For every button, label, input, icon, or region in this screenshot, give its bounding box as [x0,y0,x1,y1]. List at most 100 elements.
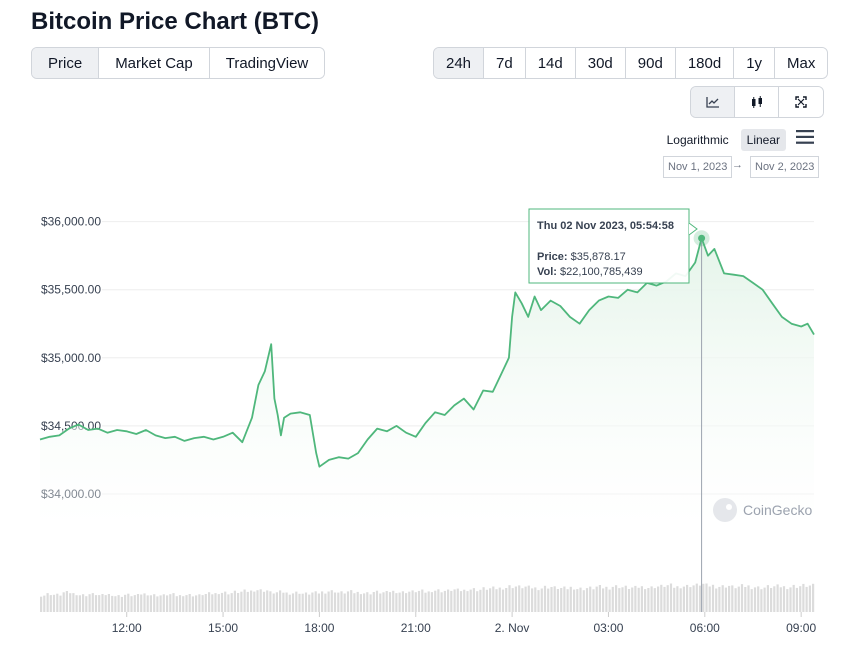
volume-bar [657,586,660,612]
volume-bar [640,586,643,612]
tab-price[interactable]: Price [32,48,100,78]
volume-bar [133,595,136,612]
line-chart-button[interactable] [691,87,735,117]
volume-bar [324,593,327,612]
scale-linear[interactable]: Linear [740,129,786,151]
tab-market-cap[interactable]: Market Cap [99,48,210,78]
date-to-input[interactable]: Nov 2, 2023 [750,156,820,178]
range-1y[interactable]: 1y [734,48,776,78]
volume-bar [456,588,459,612]
volume-bar [615,585,618,612]
volume-bar [317,593,320,612]
volume-bar [208,592,211,612]
volume-bar [795,587,798,612]
volume-bar [72,593,75,612]
volume-bar [766,585,769,612]
volume-bar [343,593,346,612]
x-tick-label: 21:00 [401,621,431,635]
volume-bar [776,584,779,612]
range-7d[interactable]: 7d [484,48,526,78]
volume-bar [172,593,175,612]
volume-bar [198,594,201,612]
volume-bar [711,584,715,612]
volume-bar [366,592,369,612]
volume-bar [637,587,640,612]
volume-bar [660,584,663,612]
chart-type-selector [690,86,824,118]
volume-bar [476,591,479,612]
tooltip-vol-line: Vol: $22,100,785,439 [537,266,643,278]
volume-bar [337,592,340,612]
volume-bar [340,591,343,612]
volume-bar [104,595,107,612]
range-max[interactable]: Max [775,48,828,78]
volume-bar [392,590,395,612]
candlestick-button[interactable] [735,87,779,117]
volume-bar [595,586,598,612]
volume-bar [611,586,614,612]
hover-point[interactable] [698,234,706,242]
volume-bar [382,592,385,612]
volume-bar [573,589,576,612]
volume-bar [405,593,408,612]
volume-bar [379,593,382,612]
volume-bar [275,592,278,612]
volume-bar [553,586,556,612]
volume-bar [327,591,330,612]
volume-bar [514,586,517,612]
expand-button[interactable] [779,87,823,117]
volume-bar [479,589,482,612]
volume-bar [178,595,182,612]
time-range-selector: 24h 7d 14d 30d 90d 180d 1y Max [433,47,829,79]
volume-bar [227,594,230,612]
volume-bar [508,585,511,612]
volume-bar [511,588,514,612]
tooltip-box [528,208,690,284]
volume-bar [702,583,705,612]
volume-bar [62,592,65,612]
volume-bar [789,587,792,612]
range-180d[interactable]: 180d [675,48,735,78]
tab-tradingview[interactable]: TradingView [209,48,325,78]
volume-bar [56,593,59,612]
page-title: Bitcoin Price Chart (BTC) [31,8,320,35]
x-tick-label: 18:00 [304,621,334,635]
volume-bar [682,586,685,612]
expand-icon [795,96,807,108]
volume-bar [673,587,676,612]
volume-bar [233,590,236,612]
volume-bar [356,591,359,612]
volume-bar [705,583,708,612]
volume-bar [201,595,204,612]
volume-bar [40,596,43,612]
volume-bar [408,591,411,612]
volume-bar [779,587,782,612]
volume-bar [240,591,243,612]
volume-bar [812,583,815,612]
volume-bar [560,588,563,612]
volume-bar [214,593,217,612]
volume-bar [372,592,375,612]
volume-bar [802,583,805,612]
hamburger-menu-icon[interactable] [796,130,814,144]
y-tick-label: $35,000.00 [41,351,101,365]
volume-bar [224,591,227,612]
volume-bar [505,588,508,612]
volume-bar [485,589,488,612]
price-chart[interactable]: $36,000.00$35,500.00$35,000.00$34,500.00… [0,190,850,650]
volume-bar [46,593,49,612]
date-from-input[interactable]: Nov 1, 2023 [663,156,733,178]
volume-bar [401,591,404,612]
volume-bar [353,593,356,612]
volume-bar [175,596,178,612]
range-90d[interactable]: 90d [625,48,676,78]
volume-bar [285,592,288,612]
volume-bar [417,590,421,612]
volume-bar [731,585,734,612]
volume-bar [799,586,802,612]
range-24h[interactable]: 24h [434,48,485,78]
scale-logarithmic[interactable]: Logarithmic [666,133,729,147]
range-30d[interactable]: 30d [575,48,626,78]
range-14d[interactable]: 14d [525,48,576,78]
volume-bar [569,586,572,612]
